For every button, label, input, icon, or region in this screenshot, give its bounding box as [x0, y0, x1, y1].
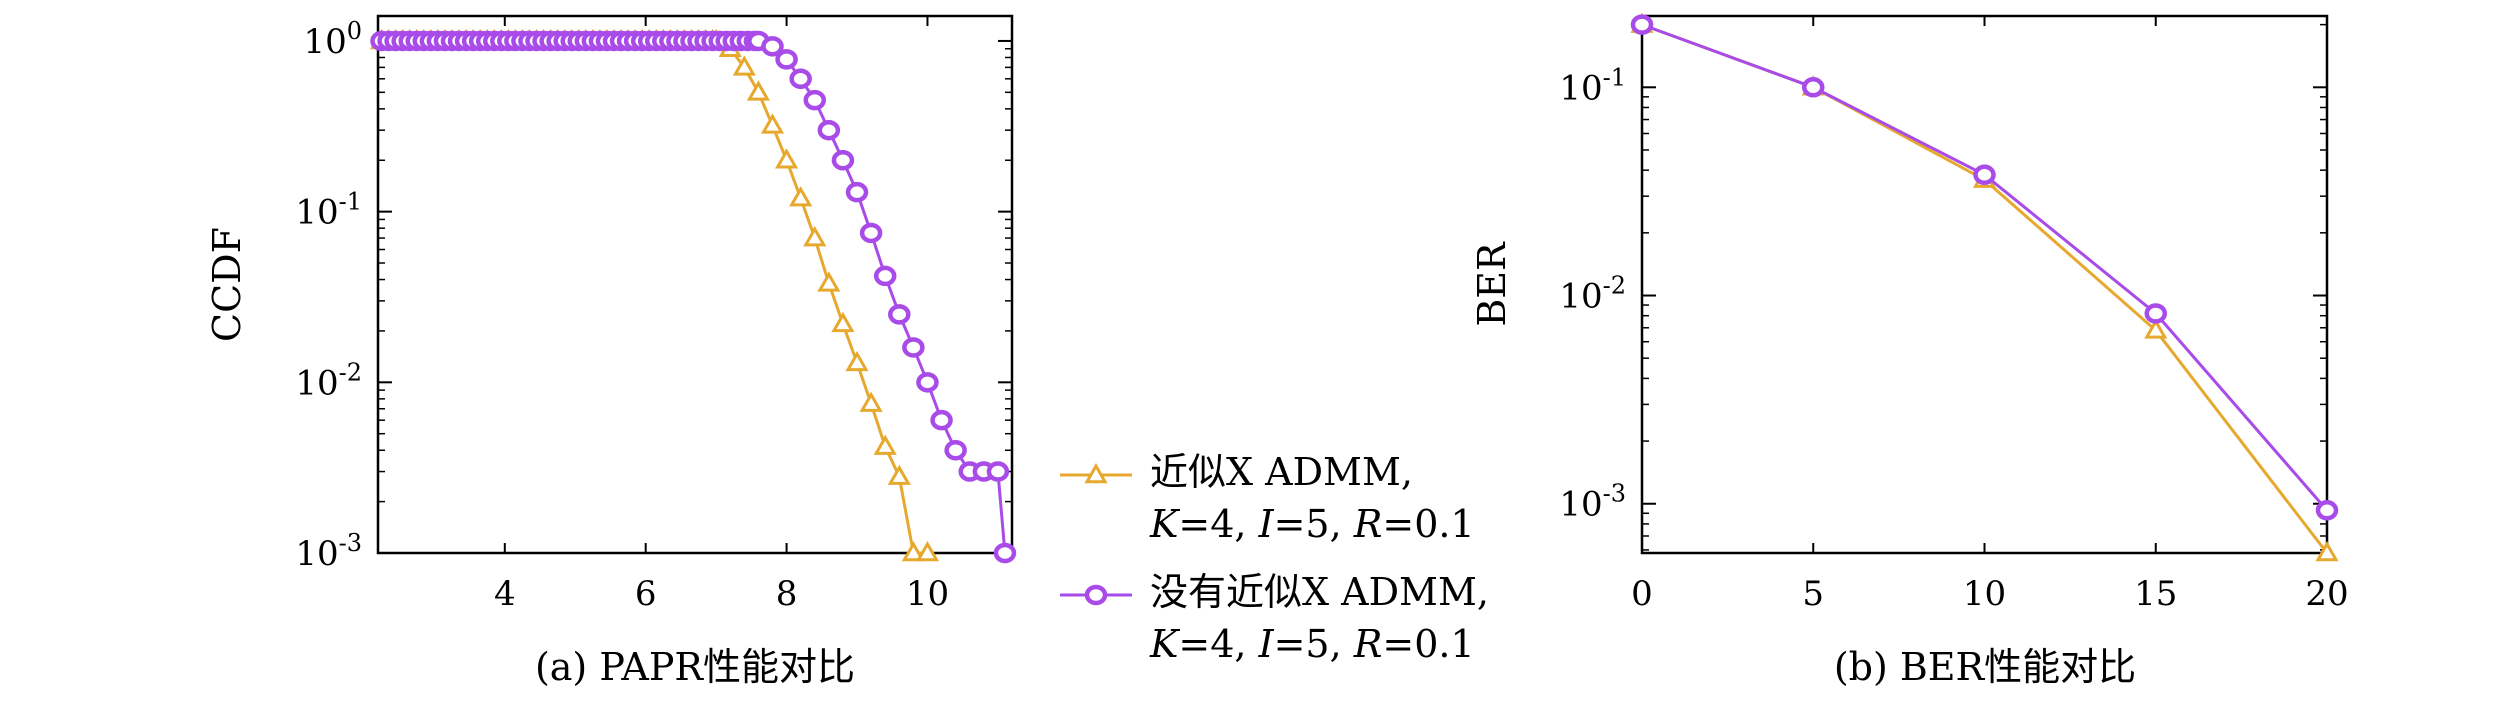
data-point: [1802, 77, 1825, 98]
data-point: [993, 542, 1017, 564]
y-axis-label: BER: [1470, 241, 1514, 327]
data-point: [845, 350, 869, 372]
caption: (b) BER性能对比: [1834, 645, 2136, 689]
data-point: [746, 80, 770, 101]
y-tick-label: 10-1: [1559, 63, 1626, 108]
data-point: [789, 186, 813, 207]
data-point: [887, 464, 911, 485]
y-axis-label: CCDF: [205, 227, 249, 342]
data-point: [915, 540, 940, 562]
y-tick-label: 10-2: [1559, 272, 1626, 317]
series-circle: [1630, 14, 2339, 521]
data-point: [2144, 303, 2167, 324]
x-tick-label: 20: [2305, 574, 2348, 614]
legend-item: 近似X ADMM, K=4, I=5, R=0.1: [1060, 450, 1475, 546]
y-tick-label: 100: [303, 17, 362, 62]
data-point: [775, 49, 798, 70]
data-point: [986, 461, 1010, 482]
legend-item: 没有近似X ADMM, K=4, I=5, R=0.1: [1060, 570, 1489, 666]
plot-frame: [1640, 14, 2329, 555]
legend-marker: [1084, 462, 1108, 484]
data-point: [2315, 500, 2339, 521]
data-point: [803, 89, 827, 111]
data-point: [732, 55, 756, 76]
x-tick-label: 0: [1631, 574, 1653, 614]
legend-params: K=4, I=5, R=0.1: [1149, 622, 1475, 666]
data-point: [2315, 540, 2339, 562]
chart-papr-ccdf: 4 6 8 10 100 10-1 10-2 10-3 CCDF (a) PAPR性能对比: [205, 14, 1017, 689]
series-circle: [370, 30, 1017, 564]
data-point: [873, 265, 897, 287]
legend-params: K=4, I=5, R=0.1: [1149, 502, 1475, 546]
data-point: [817, 119, 841, 141]
data-point: [845, 181, 869, 203]
series-triangle: [369, 28, 940, 562]
data-point: [817, 271, 841, 292]
data-point: [930, 409, 953, 431]
x-tick-label: 5: [1802, 574, 1824, 614]
plot-frame: [376, 14, 1014, 555]
series-line: [1641, 23, 2329, 512]
x-tick-label: 6: [635, 574, 657, 614]
legend-label: 没有近似X ADMM,: [1150, 570, 1489, 614]
x-tick-label: 15: [2134, 574, 2177, 614]
data-point: [2144, 318, 2168, 339]
x-tick-label: 8: [776, 574, 798, 614]
caption: (a) PAPR性能对比: [535, 645, 855, 689]
data-point: [859, 391, 883, 412]
data-point: [1973, 164, 1996, 186]
data-point: [1630, 14, 1654, 35]
x-tick-label: 10: [1963, 574, 2006, 614]
data-point: [859, 222, 883, 244]
legend-marker: [1084, 584, 1108, 606]
y-tick-label: 10-1: [295, 188, 362, 233]
y-tick-label: 10-3: [1559, 480, 1626, 525]
y-tick-label: 10-3: [295, 529, 362, 574]
data-point: [774, 148, 799, 169]
data-point: [902, 337, 925, 358]
series-triangle: [1630, 12, 2339, 562]
data-point: [888, 304, 911, 325]
data-point: [803, 226, 827, 247]
data-point: [831, 311, 855, 333]
series-line: [1641, 23, 2329, 554]
y-tick-label: 10-2: [295, 358, 362, 403]
x-tick-label: 4: [494, 574, 516, 614]
x-tick-label: 10: [906, 574, 949, 614]
data-point: [916, 372, 939, 393]
chart-ber: 0 5 10 15 20 10-1 10-2 10-3 BER (b) BER性能对比: [1470, 12, 2349, 689]
data-point: [831, 149, 855, 171]
data-point: [761, 36, 784, 57]
series-line: [715, 39, 928, 555]
data-point: [944, 439, 967, 461]
legend: 近似X ADMM, K=4, I=5, R=0.1 没有近似X ADMM, K=4, …: [1060, 450, 1489, 666]
data-point: [760, 113, 785, 134]
legend-label: 近似X ADMM,: [1150, 450, 1413, 494]
data-point: [901, 540, 925, 562]
data-point: [873, 434, 897, 455]
data-point: [789, 68, 812, 90]
